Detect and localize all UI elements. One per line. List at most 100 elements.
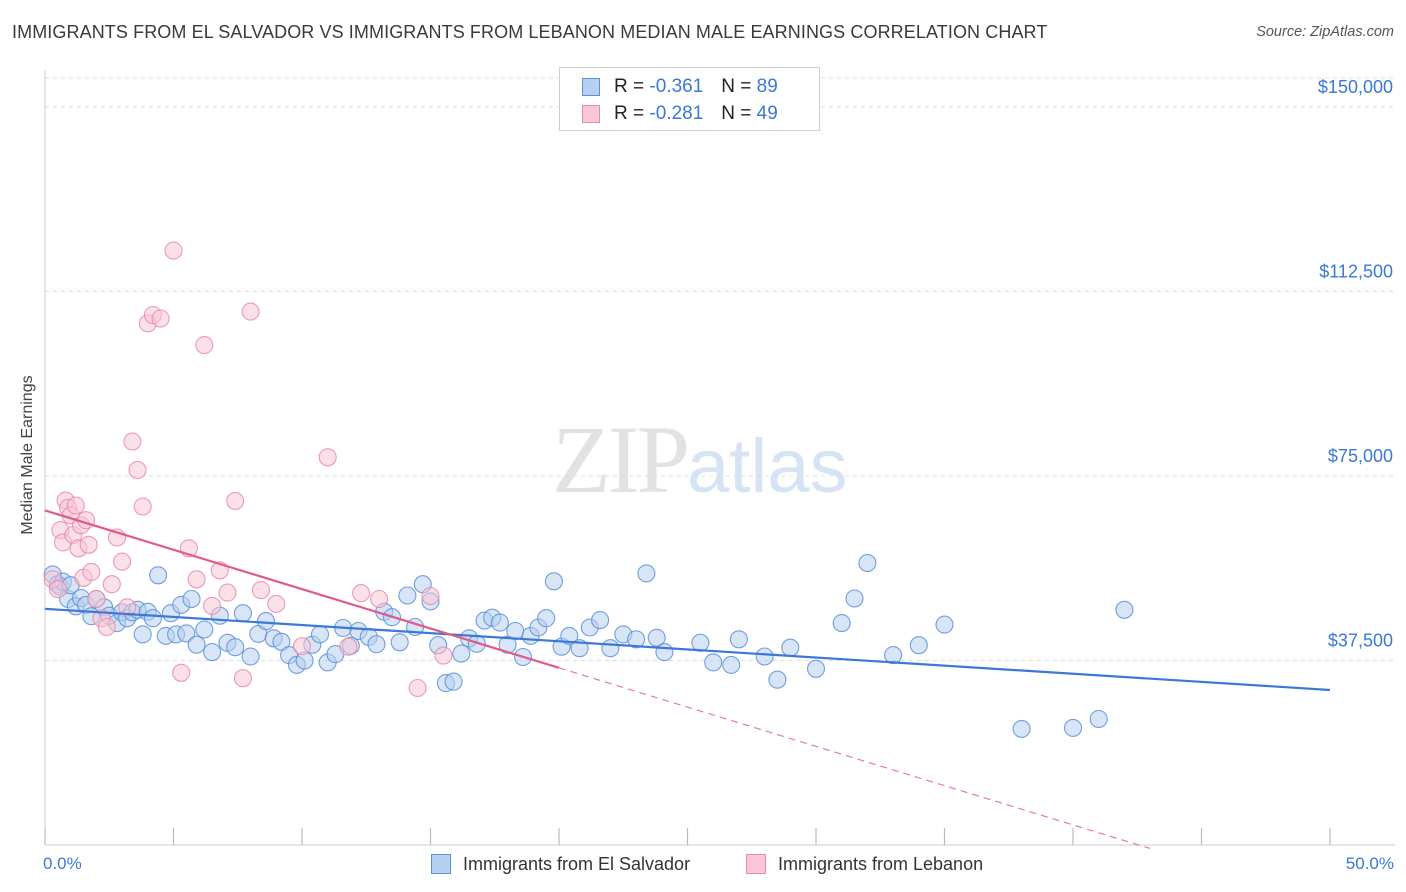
point-el-salvador [490, 613, 509, 632]
point-el-salvador [544, 572, 563, 591]
trend-lines [44, 509, 1331, 850]
watermark-zip: ZIP [552, 406, 690, 513]
legend-r-value: -0.361 [649, 76, 704, 97]
point-el-salvador [187, 635, 206, 654]
y-tick-label: $75,000 [1328, 446, 1393, 466]
point-el-salvador [591, 611, 610, 630]
source-credit: Source: ZipAtlas.com [1256, 24, 1394, 40]
series-legend-el-salvador[interactable]: Immigrants from El Salvador [431, 852, 690, 876]
point-el-salvador [310, 625, 330, 644]
legend-swatch-lebanon [582, 105, 600, 123]
point-el-salvador [637, 564, 656, 583]
point-el-salvador [195, 620, 214, 639]
point-lebanon [82, 562, 101, 581]
legend-row-el-salvador: R = -0.361 N = 89 [582, 74, 778, 100]
watermark-atlas: atlas [687, 424, 848, 509]
point-lebanon [195, 336, 214, 355]
point-el-salvador [832, 614, 851, 633]
point-el-salvador [1089, 709, 1108, 729]
point-el-salvador [272, 632, 291, 651]
x-tick-label-max: 50.0% [1346, 854, 1394, 873]
point-lebanon [87, 589, 106, 609]
point-lebanon [218, 583, 237, 602]
correlation-legend: R = -0.361 N = 89 R = -0.281 N = 49 [559, 67, 820, 131]
chart-title: IMMIGRANTS FROM EL SALVADOR VS IMMIGRANT… [12, 22, 1048, 42]
series-label-lebanon: Immigrants from Lebanon [778, 853, 984, 874]
point-el-salvador [601, 639, 620, 658]
point-el-salvador [909, 636, 928, 655]
watermark: ZIPatlas [552, 404, 848, 515]
point-el-salvador [256, 612, 276, 631]
point-el-salvador [133, 625, 152, 644]
point-el-salvador [560, 626, 579, 645]
point-lebanon [151, 309, 170, 328]
point-el-salvador [177, 624, 196, 643]
point-lebanon [251, 581, 270, 600]
series-swatch-lebanon [746, 854, 766, 874]
point-el-salvador [884, 646, 903, 665]
series-swatch-el-salvador [431, 854, 451, 874]
point-el-salvador [537, 609, 556, 628]
series-label-el-salvador: Immigrants from El Salvador [463, 853, 691, 874]
data-points [43, 241, 1134, 738]
point-el-salvador [704, 653, 723, 672]
point-lebanon [318, 448, 337, 467]
point-lebanon [118, 598, 137, 617]
point-el-salvador [506, 621, 525, 641]
point-el-salvador [935, 615, 954, 634]
point-el-salvador [729, 630, 748, 649]
point-el-salvador [845, 589, 864, 608]
point-el-salvador [182, 589, 201, 609]
point-el-salvador [149, 566, 168, 585]
point-lebanon [292, 637, 312, 656]
trend-line-el-salvador [44, 607, 1331, 692]
legend-r-label: R = [614, 103, 645, 124]
point-el-salvador [241, 647, 260, 666]
point-lebanon [187, 570, 206, 589]
point-el-salvador [233, 604, 252, 623]
point-el-salvador [452, 644, 471, 663]
point-el-salvador [1063, 718, 1083, 737]
point-lebanon [203, 596, 222, 615]
point-lebanon [370, 589, 389, 609]
point-lebanon [79, 535, 98, 554]
point-lebanon [97, 617, 116, 637]
point-lebanon [339, 637, 358, 656]
point-lebanon [267, 594, 286, 613]
point-el-salvador [203, 643, 222, 662]
point-lebanon [48, 580, 67, 599]
legend-r-value: -0.281 [649, 103, 704, 124]
x-tick-label-min: 0.0% [43, 854, 82, 873]
point-lebanon [123, 432, 142, 451]
point-lebanon [226, 491, 245, 511]
point-lebanon [133, 497, 152, 516]
series-legend-lebanon[interactable]: Immigrants from Lebanon [746, 852, 983, 876]
trend-extension-lebanon [558, 667, 1151, 850]
point-el-salvador [627, 630, 646, 649]
tick-labels: $37,500 $75,000 $112,500 $150,000 0.0% 50.0% [43, 77, 1394, 873]
point-el-salvador [647, 628, 666, 647]
point-lebanon [128, 460, 147, 480]
point-el-salvador [143, 609, 162, 628]
point-lebanon [164, 241, 183, 260]
point-el-salvador [722, 655, 741, 674]
y-tick-label: $37,500 [1328, 630, 1393, 650]
point-lebanon [102, 575, 121, 594]
legend-n-value: 49 [756, 103, 778, 124]
legend-row-lebanon: R = -0.281 N = 49 [582, 101, 778, 127]
point-el-salvador [755, 647, 774, 666]
point-el-salvador [444, 672, 463, 691]
legend-swatch-el-salvador [582, 78, 600, 96]
point-el-salvador [655, 643, 674, 662]
trend-line-lebanon [44, 509, 560, 669]
legend-n-value: 89 [756, 76, 778, 97]
point-el-salvador [390, 633, 409, 652]
point-lebanon [241, 302, 260, 321]
point-lebanon [408, 678, 427, 698]
legend-n-label: N = [721, 103, 752, 124]
point-el-salvador [768, 670, 787, 689]
point-lebanon [172, 663, 191, 682]
point-lebanon [113, 552, 132, 571]
point-el-salvador [806, 659, 826, 678]
